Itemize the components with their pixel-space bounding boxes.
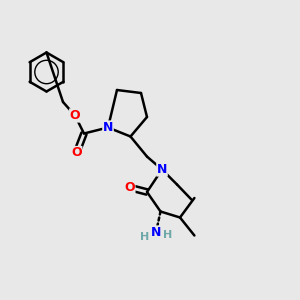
Text: H: H [164, 230, 172, 241]
Text: N: N [157, 163, 167, 176]
Text: N: N [103, 121, 113, 134]
Text: O: O [70, 109, 80, 122]
Text: H: H [140, 232, 149, 242]
Text: O: O [124, 181, 135, 194]
Text: O: O [71, 146, 82, 160]
Text: N: N [151, 226, 161, 239]
